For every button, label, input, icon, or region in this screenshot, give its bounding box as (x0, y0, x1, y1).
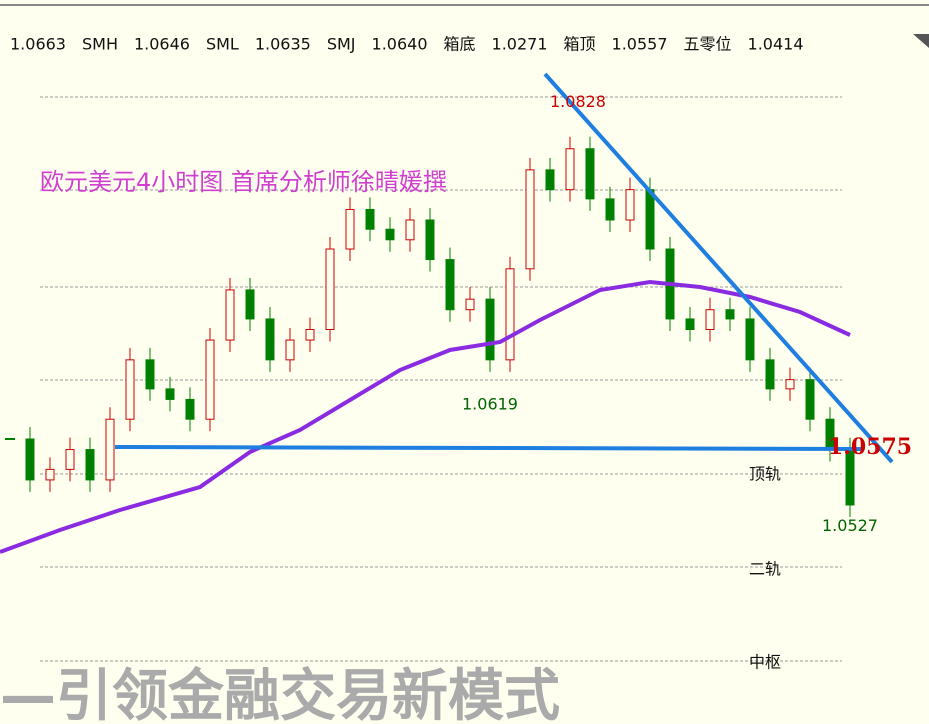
candle (405, 219, 415, 241)
candle (425, 219, 435, 261)
candle (205, 339, 215, 420)
candle (705, 309, 715, 331)
header-item: 箱底 (444, 35, 476, 54)
candle (505, 268, 515, 361)
header-item: SMH (82, 35, 118, 54)
candle (325, 248, 335, 331)
header: 1.0663 SMH 1.0646 SML 1.0635 SMJ 1.0640 箱底 1.027… (10, 35, 804, 54)
candle (225, 289, 235, 341)
candle (305, 329, 315, 341)
candle (85, 449, 95, 481)
candle (725, 309, 735, 320)
candle (445, 259, 455, 311)
price-label: 1.0527 (822, 516, 878, 535)
candle (345, 208, 355, 250)
candle (565, 148, 575, 191)
header-item: 1.0640 (372, 35, 428, 54)
candle (785, 379, 795, 390)
candle (165, 388, 175, 400)
header-item: 1.0557 (612, 35, 668, 54)
candle (585, 148, 595, 200)
candle (105, 418, 115, 481)
candle (25, 438, 35, 481)
candle (805, 379, 815, 420)
header-item: 1.0635 (255, 35, 311, 54)
price-label: 1.0575 (828, 434, 912, 460)
candle (145, 359, 155, 390)
rail-label: 二轨 (749, 560, 781, 579)
rail-label: 顶轨 (749, 465, 781, 484)
header-item: 五零位 (684, 35, 732, 54)
candle (685, 318, 695, 331)
candle (45, 468, 55, 481)
candle (185, 398, 195, 420)
grid (40, 96, 842, 662)
trend-line (543, 72, 894, 464)
header-item: 箱顶 (564, 35, 596, 54)
header-item: 1.0271 (492, 35, 548, 54)
header-item: 1.0663 (10, 35, 66, 54)
support-line (114, 445, 863, 451)
candle (465, 298, 475, 311)
candle (245, 289, 255, 320)
header-item: 1.0414 (748, 35, 804, 54)
header-item: 1.0646 (134, 35, 190, 54)
candle (545, 169, 555, 191)
candle (625, 189, 635, 221)
candle (485, 298, 495, 361)
price-label: 1.0619 (462, 395, 518, 414)
candle (745, 318, 755, 361)
candle (65, 449, 75, 470)
price-label: 1.0828 (550, 92, 606, 111)
candle (765, 359, 775, 390)
scroll-marker (913, 34, 929, 48)
header-item: SML (206, 35, 239, 54)
candle (285, 339, 295, 361)
chart-title: 欧元美元4小时图 首席分析师徐晴媛撰 (40, 168, 447, 196)
candle (385, 228, 395, 241)
rail-label: 中枢 (749, 653, 781, 672)
candle (265, 318, 275, 361)
candles (5, 136, 855, 517)
candle (125, 359, 135, 420)
watermark: —引领金融交易新模式 (0, 664, 560, 724)
candle (645, 189, 655, 250)
candle (365, 208, 375, 230)
candle (605, 198, 615, 221)
header-item: SMJ (327, 35, 356, 54)
candle (525, 169, 535, 270)
moving-average (0, 279, 851, 554)
